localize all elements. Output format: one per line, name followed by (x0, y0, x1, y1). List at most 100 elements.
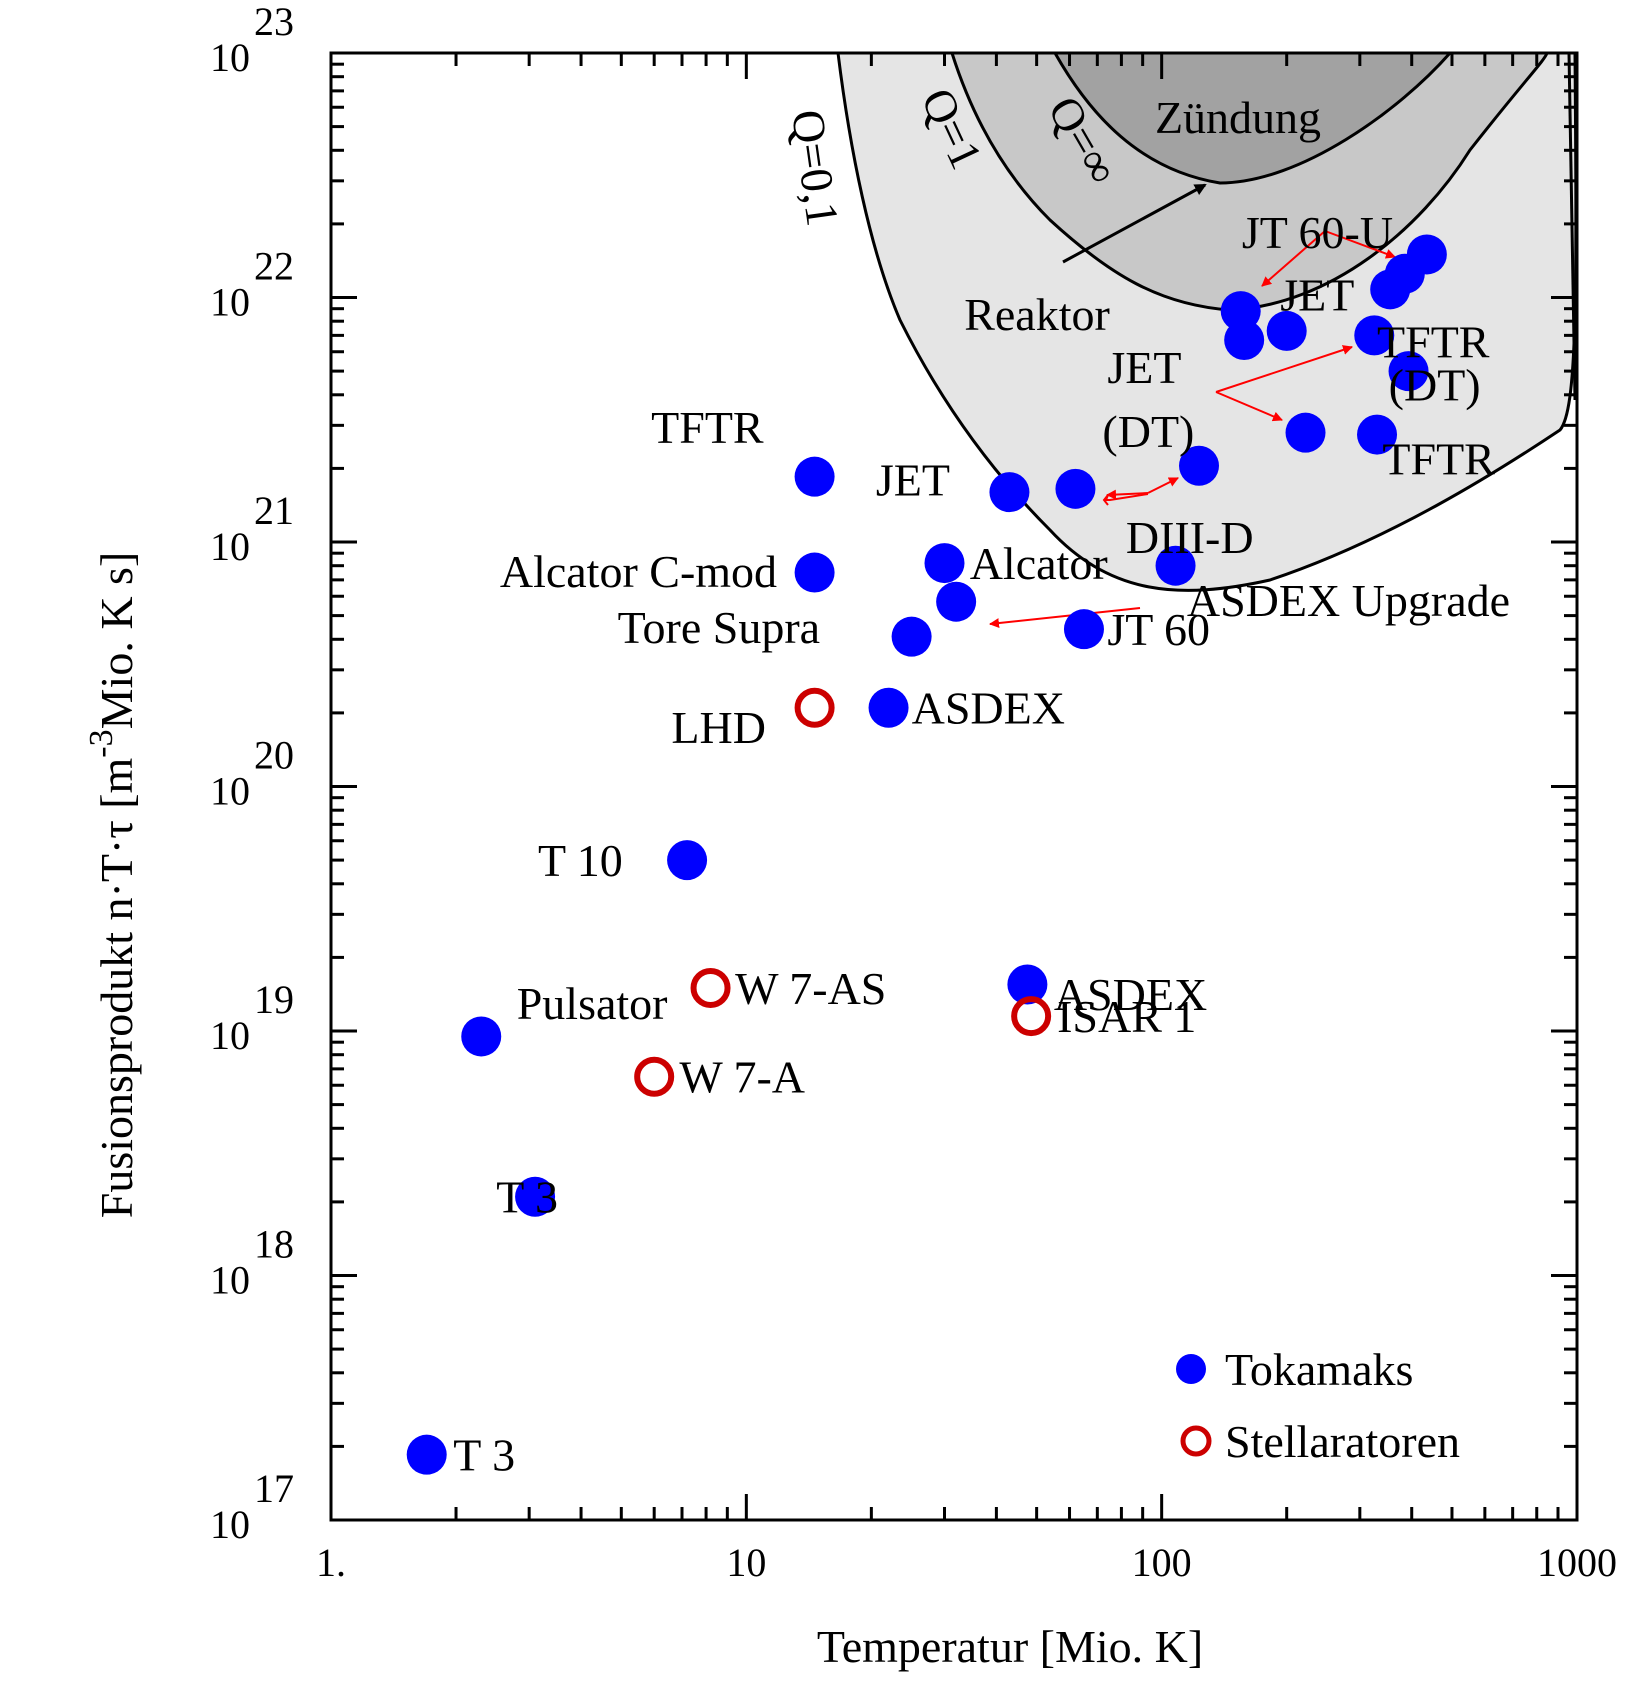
data-markers (406, 234, 1447, 1475)
point-label: JT 60 (1107, 604, 1210, 655)
point-label: ASDEX Upgrade (1187, 575, 1510, 626)
y-tick-label-exp: 22 (254, 244, 294, 289)
annotation-arrows (989, 230, 1396, 629)
point-label: LHD (671, 702, 766, 753)
y-tick-label-exp: 19 (254, 977, 294, 1022)
y-tick-label-base: 10 (210, 280, 250, 325)
reaktor-arrow (1062, 183, 1207, 264)
region-zuendung (1053, 53, 1452, 185)
point-label: T 10 (538, 835, 623, 886)
tokamak-point (1266, 310, 1307, 351)
y-tick-label-exp: 18 (254, 1222, 294, 1267)
point-label: T 3 (453, 1430, 515, 1481)
legend-marker-stellaratoren (1180, 1425, 1212, 1457)
x-axis-title: Temperatur [Mio. K] (817, 1621, 1203, 1672)
y-tick-label-base: 10 (210, 1258, 250, 1303)
y-tick-label-base: 10 (210, 1502, 250, 1547)
arrow-diiid-b (1147, 477, 1179, 494)
point-label: TFTR (1377, 317, 1490, 368)
tokamak-point (515, 1176, 556, 1217)
tokamak-point (1388, 351, 1429, 392)
stellarator-point (634, 1056, 675, 1097)
tokamak-point (1220, 291, 1261, 332)
x-tick-label: 10 (726, 1540, 766, 1585)
x-tick-labels: 1. 10 100 1000 (316, 1540, 1617, 1585)
point-label: Tore Supra (618, 602, 820, 653)
point-label: (DT) (1102, 406, 1194, 457)
y-tick-label-exp: 23 (254, 0, 294, 44)
point-label: Pulsator (517, 978, 668, 1029)
stellarator-point (794, 687, 835, 728)
arrow-jetdt-lower (1215, 391, 1283, 422)
y-axis-title-main: Fusionsprodukt n·T·τ [m (91, 757, 142, 1218)
tokamak-point (1007, 964, 1048, 1005)
y-tick-label-exp: 21 (254, 488, 294, 533)
x-tick-label: 1000 (1537, 1540, 1617, 1585)
point-label: ISAR 1 (1057, 991, 1196, 1042)
legend: Tokamaks Stellaratoren (1176, 1344, 1460, 1467)
point-label: (DT) (1389, 360, 1481, 411)
arrow-asdex-upgrade (989, 607, 1141, 629)
tokamak-point (1179, 445, 1220, 486)
arrow-diiid-a (1106, 489, 1149, 500)
tokamak-point (1055, 468, 1096, 509)
tokamak-point (406, 1434, 447, 1475)
tokamak-point (794, 456, 835, 497)
tokamak-point (1224, 320, 1265, 361)
point-label: TFTR (651, 402, 764, 453)
point-label: JET (876, 455, 950, 506)
y-tick-label-base: 10 (210, 1013, 250, 1058)
y-axis-title-unit: Mio. K s] (91, 552, 142, 730)
x-tick-label: 1. (316, 1540, 346, 1585)
tokamak-point (1354, 315, 1395, 356)
tokamak-point (868, 687, 909, 728)
point-label: DIII-D (1126, 512, 1254, 563)
tokamak-point (1406, 234, 1447, 275)
q01-right-edge (1567, 53, 1577, 401)
tokamak-point (936, 581, 977, 622)
tokamak-point (924, 543, 965, 584)
y-axis-title: Fusionsprodukt n·T·τ [m-3Mio. K s] (83, 552, 142, 1219)
point-label: JT 60-U (1242, 207, 1393, 258)
legend-label-stellaratoren: Stellaratoren (1225, 1416, 1460, 1467)
tokamak-point (1285, 412, 1326, 453)
y-tick-label-base: 10 (210, 524, 250, 569)
point-label: W 7-A (679, 1052, 805, 1103)
tokamak-point (891, 616, 932, 657)
arrow-jt60u-right (1324, 230, 1396, 259)
label-zuendung: Zündung (1155, 92, 1321, 143)
arrow-jetdt-upper (1215, 345, 1353, 393)
stellarator-point (690, 967, 731, 1008)
point-label: Alcator (970, 538, 1108, 589)
label-reaktor: Reaktor (964, 289, 1110, 340)
y-tick-label-base: 10 (210, 769, 250, 814)
legend-label-tokamaks: Tokamaks (1225, 1344, 1413, 1395)
point-label: W 7-AS (735, 963, 886, 1014)
point-label: T 3 (496, 1172, 558, 1223)
x-tick-label: 100 (1132, 1540, 1192, 1585)
tokamak-point (794, 552, 835, 593)
tokamak-point (1063, 609, 1104, 650)
tokamak-point (1357, 414, 1398, 455)
point-label: JET (1280, 269, 1354, 320)
y-tick-label-base: 10 (210, 35, 250, 80)
y-tick-label-exp: 20 (254, 733, 294, 778)
point-label: ASDEX (1054, 969, 1207, 1020)
tokamak-point (1155, 545, 1196, 586)
q-regions (836, 53, 1577, 592)
axis-ticks (329, 51, 1579, 1522)
label-q-01: Q=0,1 (782, 107, 849, 230)
y-axis-title-exp: -3 (83, 729, 120, 757)
stellarator-point (1011, 996, 1052, 1037)
arrow-jt60u-left (1261, 230, 1326, 287)
tokamak-point (667, 840, 708, 881)
point-label: JET (1107, 342, 1181, 393)
point-label: TFTR (1382, 433, 1495, 484)
point-label: Alcator C-mod (500, 546, 777, 597)
point-label: ASDEX (912, 683, 1065, 734)
legend-marker-tokamaks (1176, 1354, 1206, 1384)
y-tick-label-exp: 17 (254, 1466, 294, 1511)
